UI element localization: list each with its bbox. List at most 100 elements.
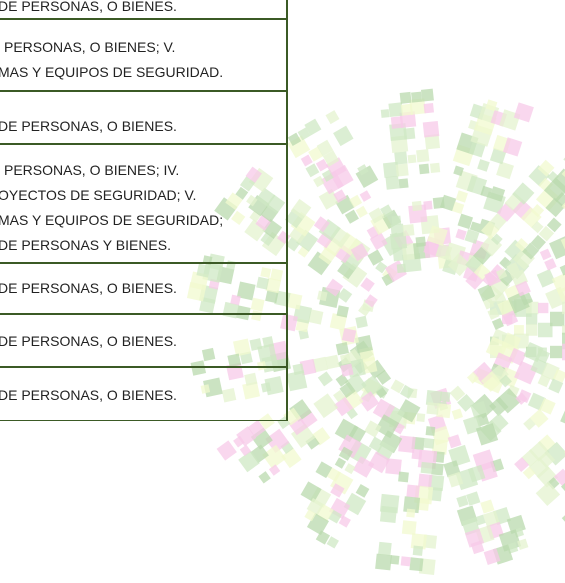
pattern-tile xyxy=(496,161,514,180)
row-border xyxy=(0,313,286,315)
pattern-tile xyxy=(242,381,261,400)
pattern-tile xyxy=(346,408,358,420)
cell-text: PERSONAS, O BIENES; V. xyxy=(4,39,176,55)
pattern-tile xyxy=(526,301,539,315)
pattern-tile xyxy=(290,198,312,220)
pattern-tile xyxy=(451,201,465,214)
pattern-tile xyxy=(380,109,390,118)
cell-text: PERSONAS, O BIENES; IV. xyxy=(4,162,180,178)
pattern-tile xyxy=(338,515,351,528)
pattern-tile xyxy=(538,322,553,338)
pattern-tile xyxy=(526,313,538,325)
pattern-tile xyxy=(357,164,369,176)
pattern-tile xyxy=(470,540,485,555)
pattern-tile xyxy=(491,317,504,330)
pattern-tile xyxy=(449,385,466,402)
pattern-tile xyxy=(358,303,372,317)
pattern-tile xyxy=(292,363,305,376)
pattern-tile xyxy=(260,267,272,279)
pattern-tile xyxy=(390,555,400,565)
pattern-tile xyxy=(268,464,281,476)
pattern-tile xyxy=(235,305,251,321)
pattern-tile xyxy=(343,492,367,516)
pattern-tile xyxy=(406,484,420,498)
pattern-tile xyxy=(325,278,344,297)
pattern-tile xyxy=(262,336,274,348)
pattern-tile xyxy=(398,435,416,453)
pattern-tile xyxy=(245,166,262,183)
pattern-tile xyxy=(398,471,409,483)
pattern-tile xyxy=(546,217,562,233)
pattern-tile xyxy=(407,154,417,164)
pattern-tile xyxy=(292,304,313,324)
pattern-tile xyxy=(489,147,507,165)
pattern-tile xyxy=(344,463,356,475)
pattern-tile xyxy=(305,163,320,178)
pattern-tile xyxy=(474,514,486,526)
pattern-tile xyxy=(395,163,409,177)
pattern-tile xyxy=(336,305,349,318)
pattern-arm xyxy=(216,340,392,484)
pattern-tile xyxy=(418,558,436,576)
pattern-tile xyxy=(485,99,498,112)
pattern-tile xyxy=(400,556,411,567)
pattern-tile xyxy=(280,313,298,332)
pattern-tile xyxy=(230,294,241,306)
pattern-tile xyxy=(480,185,493,198)
pattern-tile xyxy=(530,203,545,218)
cell-text: OYECTOS DE SEGURIDAD; V. xyxy=(0,187,197,203)
pattern-tile xyxy=(372,398,396,421)
cell-text: MAS Y EQUIPOS DE SEGURIDAD. xyxy=(0,64,224,80)
pattern-tile xyxy=(551,272,565,294)
pattern-tile xyxy=(469,221,481,232)
pattern-tile xyxy=(257,361,267,371)
pattern-tile xyxy=(515,392,528,405)
pattern-tile xyxy=(514,325,524,335)
cell-text: DE PERSONAS Y BIENES. xyxy=(0,237,171,253)
pattern-tile xyxy=(358,391,380,412)
pattern-tile xyxy=(355,315,368,329)
pattern-tile xyxy=(436,403,452,419)
pattern-tile xyxy=(425,390,442,407)
pattern-tile xyxy=(375,553,392,571)
pattern-tile xyxy=(411,448,423,460)
pattern-tile xyxy=(535,481,561,507)
pattern-tile xyxy=(325,354,340,370)
pattern-tile xyxy=(489,396,509,417)
pattern-tile xyxy=(548,378,564,394)
pattern-tile xyxy=(190,360,207,376)
pattern-tile xyxy=(338,446,353,461)
row-border xyxy=(0,143,286,145)
pattern-tile xyxy=(440,194,457,212)
pattern-tile xyxy=(411,200,423,212)
pattern-tile xyxy=(361,374,383,397)
pattern-tile xyxy=(236,281,256,301)
pattern-tile xyxy=(431,462,444,476)
pattern-arm xyxy=(447,153,565,306)
row-border xyxy=(0,366,286,368)
pattern-tile xyxy=(317,290,328,302)
pattern-tile xyxy=(297,127,311,141)
pattern-tile xyxy=(313,216,330,233)
pattern-tile xyxy=(455,228,467,241)
pattern-tile xyxy=(422,120,440,138)
pattern-tile xyxy=(286,370,308,392)
pattern-tile xyxy=(339,381,356,399)
pattern-arm xyxy=(477,234,565,330)
pattern-tile xyxy=(315,530,331,545)
pattern-tile xyxy=(425,426,436,436)
pattern-tile xyxy=(402,224,415,237)
pattern-tile xyxy=(341,328,357,343)
pattern-tile xyxy=(560,405,565,429)
pattern-tile xyxy=(401,520,417,536)
pattern-tile xyxy=(457,394,475,412)
pattern-tile xyxy=(447,253,471,277)
pattern-tile xyxy=(515,280,531,297)
cell-text: MAS Y EQUIPOS DE SEGURIDAD; xyxy=(0,212,224,228)
pattern-tile xyxy=(557,285,565,302)
pattern-tile xyxy=(385,458,402,475)
pattern-tile xyxy=(466,371,480,384)
cell-text: DE PERSONAS, O BIENES. xyxy=(0,280,177,296)
pattern-tile xyxy=(325,110,340,125)
pattern-tile xyxy=(451,408,463,420)
